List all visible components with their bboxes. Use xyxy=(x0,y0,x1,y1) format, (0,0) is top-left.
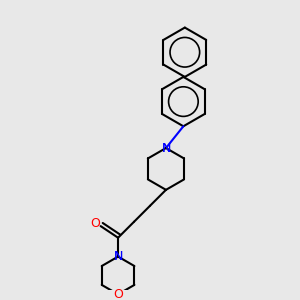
Text: N: N xyxy=(113,250,123,263)
Text: N: N xyxy=(161,142,171,154)
Text: O: O xyxy=(91,217,100,230)
Text: O: O xyxy=(113,288,123,300)
Text: N: N xyxy=(113,250,123,263)
Text: N: N xyxy=(161,142,171,154)
